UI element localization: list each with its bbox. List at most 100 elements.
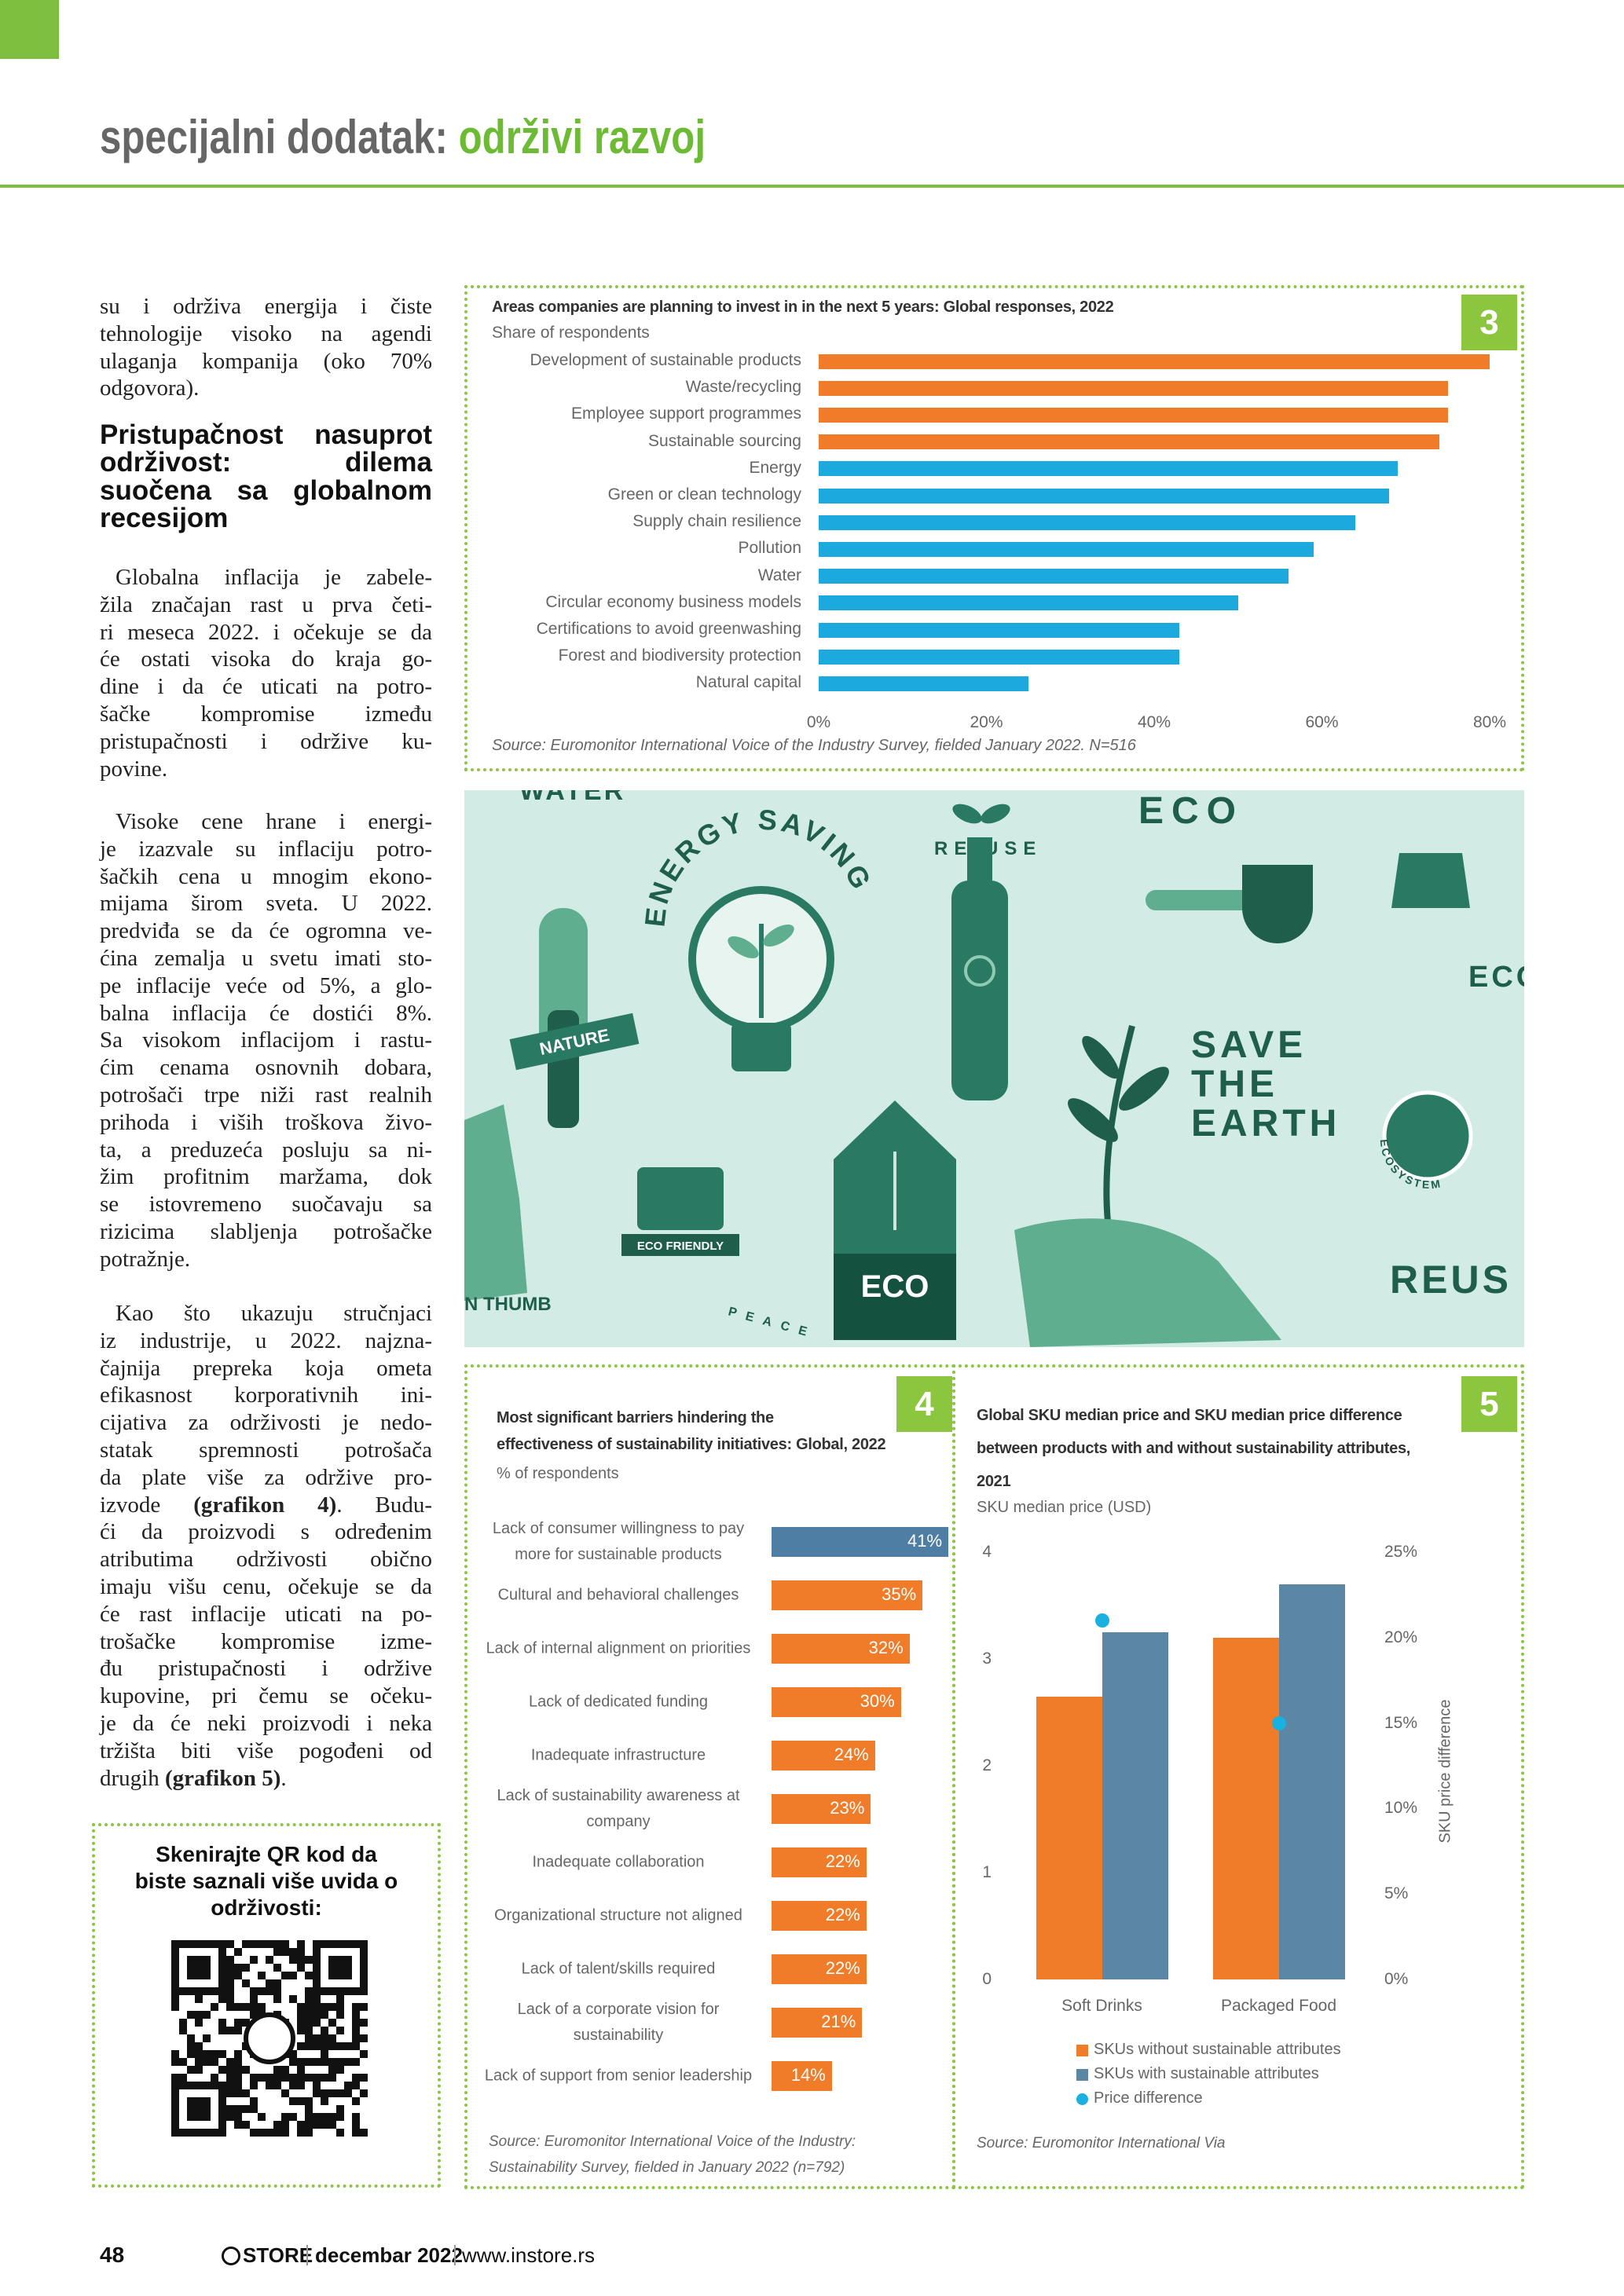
- bar: [772, 1580, 923, 1610]
- qr-module: [203, 1940, 211, 1948]
- qr-module: [195, 2050, 203, 2058]
- category-label: Lack of support from senior leadership: [484, 2067, 753, 2085]
- qr-module: [171, 1948, 179, 1956]
- qr-module: [313, 2058, 321, 2066]
- qr-module: [218, 1995, 226, 2003]
- qr-module: [187, 2066, 195, 2074]
- qr-module: [226, 2105, 234, 2113]
- qr-module: [297, 1948, 305, 1956]
- chart-subtitle: % of respondents: [497, 1465, 619, 1482]
- category-label: Inadequate collaboration: [532, 1853, 705, 1871]
- qr-module: [234, 2121, 242, 2129]
- qr-module: [187, 1940, 195, 1948]
- section-header: specijalni dodatak: održivi razvoj: [100, 110, 706, 164]
- bar: [819, 649, 1180, 665]
- qr-module: [321, 2050, 328, 2058]
- site: www.instore.rs: [462, 2243, 596, 2267]
- qr-module: [336, 2003, 344, 2011]
- text-line: je da će neki proizvodi i neka: [100, 1711, 432, 1736]
- qr-module: [273, 1987, 281, 1995]
- ill-text: SAVE: [1191, 1024, 1307, 1066]
- qr-module: [321, 2034, 328, 2042]
- qr-module: [211, 2050, 218, 2058]
- qr-module: [179, 2058, 187, 2066]
- qr-module: [195, 2058, 203, 2066]
- qr-module: [250, 2003, 258, 2011]
- value-label: 14%: [790, 2065, 826, 2085]
- qr-module: [187, 1956, 195, 1964]
- tag-bottom: [834, 1254, 956, 1340]
- qr-module: [218, 1972, 226, 1979]
- qr-module: [226, 1956, 234, 1964]
- x-tick-label: 60%: [1305, 713, 1339, 731]
- qr-module: [321, 2097, 328, 2105]
- text-run: (grafikon 4): [193, 1492, 337, 1518]
- category-label: Circular economy business models: [545, 592, 801, 611]
- qr-module: [179, 2129, 187, 2137]
- qr-module: [328, 2058, 336, 2066]
- qr-module: [360, 1940, 368, 1948]
- qr-module: [360, 2074, 368, 2082]
- qr-module: [234, 2003, 242, 2011]
- qr-module: [266, 1940, 273, 1948]
- bar: [819, 488, 1389, 504]
- hand-left: [464, 1104, 527, 1301]
- qr-module: [360, 1956, 368, 1964]
- text-line: predviđa se da će ogromna ve-: [100, 918, 432, 944]
- value-label: 21%: [821, 2012, 856, 2031]
- qr-text: održivosti:: [211, 1895, 322, 1920]
- text-line: mijama širom sveta. U 2022.: [100, 891, 432, 917]
- qr-module: [234, 2050, 242, 2058]
- qr-module: [305, 2105, 313, 2113]
- qr-module: [203, 2082, 211, 2089]
- qr-module: [226, 2074, 234, 2082]
- qr-module: [305, 2121, 313, 2129]
- qr-module: [187, 1972, 195, 1979]
- qr-module: [195, 2042, 203, 2050]
- qr-module: [297, 1964, 305, 1972]
- qr-module: [336, 1972, 344, 1979]
- y-tick-label: 0: [982, 1970, 992, 1988]
- text-run: . Budu-: [336, 1492, 432, 1518]
- qr-module: [289, 1948, 297, 1956]
- qr-module: [305, 2074, 313, 2082]
- qr-module: [328, 1987, 336, 1995]
- qr-module: [321, 2003, 328, 2011]
- qr-module: [321, 1987, 328, 1995]
- text-line: pristupačnosti i održive ku-: [100, 728, 432, 754]
- legend-swatch: [1076, 2093, 1088, 2105]
- leaf: [763, 925, 794, 947]
- qr-code: [171, 1940, 368, 2137]
- qr-module: [328, 2066, 336, 2074]
- x-tick-label: Soft Drinks: [1061, 1997, 1142, 2015]
- qr-module: [289, 2050, 297, 2058]
- illustration: WATER ENERGY SAVING RE USE ECO ECO NATUR…: [464, 790, 1524, 1347]
- qr-module: [336, 2027, 344, 2034]
- qr-module: [289, 1956, 297, 1964]
- category-label: Lack of a corporate vision for sustainab…: [517, 2001, 720, 2044]
- qr-module: [289, 2058, 297, 2066]
- qr-module: [226, 1979, 234, 1987]
- text-line: su i održiva energija i čiste: [100, 294, 432, 319]
- qr-module: [305, 1995, 313, 2003]
- qr-module: [328, 2034, 336, 2042]
- text-run: (grafikon 5): [164, 1765, 281, 1791]
- qr-module: [179, 2082, 187, 2089]
- leaf: [981, 804, 1010, 824]
- text-line: iz industrije, u 2022. najzna-: [100, 1327, 432, 1353]
- value-label: 30%: [860, 1691, 895, 1711]
- y-tick-label: 1: [982, 1863, 992, 1881]
- separator: [454, 2245, 456, 2265]
- text-line: ulaganja kompanija (oko 70%: [100, 348, 432, 374]
- qr-module: [321, 2089, 328, 2097]
- qr-module: [328, 2113, 336, 2121]
- qr-module: [273, 2121, 281, 2129]
- qr-module: [305, 2027, 313, 2034]
- text-line: atributima održivosti obično: [100, 1547, 432, 1573]
- text-line: da plate više za održive pro-: [100, 1464, 432, 1490]
- bar: [1212, 1637, 1279, 1979]
- chart-source: Source: Euromonitor International Via: [977, 2135, 1226, 2151]
- qr-module: [360, 2089, 368, 2097]
- qr-module: [313, 2019, 321, 2027]
